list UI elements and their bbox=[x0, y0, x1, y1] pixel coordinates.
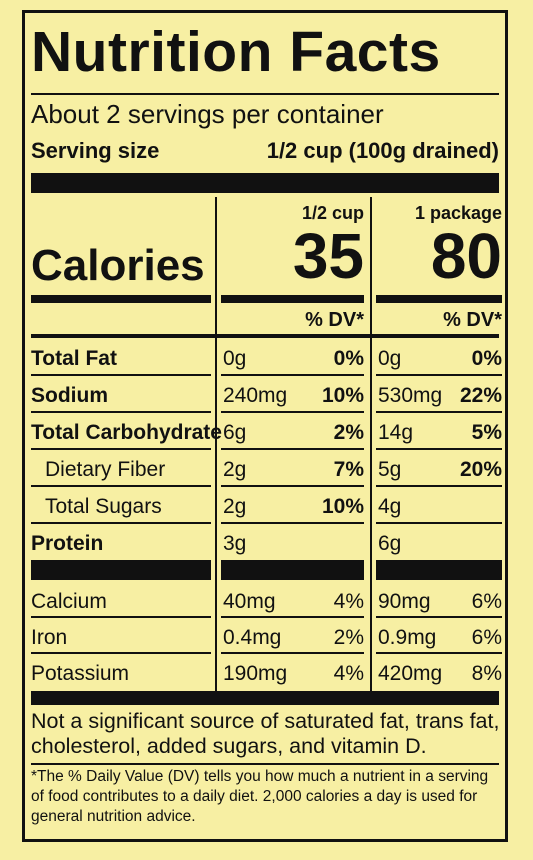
rule bbox=[31, 652, 211, 654]
amount: 0g bbox=[223, 347, 247, 370]
dv-header: % DV* bbox=[443, 309, 502, 331]
nutrient-name: Dietary Fiber bbox=[45, 458, 166, 481]
nutrient-name: Sodium bbox=[31, 384, 108, 407]
nutrient-name: Total Carbohydrate bbox=[31, 421, 222, 444]
serving-size-label: Serving size bbox=[31, 138, 160, 163]
servings: About 2 servings per container bbox=[31, 99, 384, 129]
nutrient-name: Iron bbox=[31, 626, 68, 649]
column-header: 1/2 cup bbox=[301, 203, 364, 223]
amount: 6g bbox=[223, 421, 247, 444]
daily-value: 2% bbox=[333, 421, 364, 444]
rule bbox=[31, 616, 211, 618]
daily-value: 6% bbox=[471, 626, 502, 649]
nutrient-name: Total Fat bbox=[31, 347, 117, 370]
amount: 420mg bbox=[378, 662, 443, 685]
amount: 0g bbox=[378, 347, 402, 370]
daily-value: 22% bbox=[459, 384, 502, 407]
rule bbox=[31, 374, 211, 376]
rule bbox=[221, 374, 364, 376]
rule bbox=[31, 485, 211, 487]
footnote: Not a significant source of saturated fa… bbox=[31, 709, 500, 758]
rule bbox=[221, 652, 364, 654]
amount: 4g bbox=[378, 495, 402, 518]
rule bbox=[376, 411, 502, 413]
rule bbox=[376, 652, 502, 654]
daily-value: 6% bbox=[471, 590, 502, 613]
nutrient-name: Calcium bbox=[31, 590, 107, 613]
rule bbox=[376, 374, 502, 376]
column-header: 1 package bbox=[414, 203, 502, 223]
rule bbox=[376, 448, 502, 450]
footnote-dv: *The % Daily Value (DV) tells you how mu… bbox=[31, 768, 489, 825]
daily-value: 7% bbox=[333, 458, 364, 481]
rule bbox=[221, 448, 364, 450]
daily-value: 4% bbox=[333, 662, 364, 685]
daily-value: 10% bbox=[321, 495, 364, 518]
dv-header: % DV* bbox=[305, 309, 364, 331]
daily-value: 20% bbox=[459, 458, 502, 481]
calories-value: 80 bbox=[430, 220, 502, 292]
rule bbox=[221, 485, 364, 487]
amount: 3g bbox=[223, 532, 247, 555]
calories-label: Calories bbox=[31, 241, 205, 290]
rule bbox=[221, 522, 364, 524]
daily-value: 8% bbox=[471, 662, 502, 685]
title: Nutrition Facts bbox=[31, 20, 441, 84]
nutrient-name: Protein bbox=[31, 532, 104, 555]
amount: 0.4mg bbox=[223, 626, 282, 649]
amount: 0.9mg bbox=[378, 626, 437, 649]
nutrient-name: Potassium bbox=[31, 662, 130, 685]
nutrient-name: Total Sugars bbox=[45, 495, 162, 518]
rule bbox=[31, 522, 211, 524]
rule bbox=[221, 411, 364, 413]
rule bbox=[31, 448, 211, 450]
amount: 5g bbox=[378, 458, 402, 481]
amount: 90mg bbox=[378, 590, 431, 613]
daily-value: 0% bbox=[471, 347, 502, 370]
serving-size-value: 1/2 cup (100g drained) bbox=[266, 138, 499, 163]
calories-value: 35 bbox=[292, 220, 364, 292]
daily-value: 5% bbox=[471, 421, 502, 444]
amount: 6g bbox=[378, 532, 402, 555]
amount: 40mg bbox=[223, 590, 276, 613]
daily-value: 10% bbox=[321, 384, 364, 407]
amount: 530mg bbox=[378, 384, 443, 407]
rule bbox=[376, 616, 502, 618]
rule bbox=[376, 522, 502, 524]
rule bbox=[31, 411, 211, 413]
rule bbox=[376, 485, 502, 487]
amount: 240mg bbox=[223, 384, 288, 407]
daily-value: 4% bbox=[333, 590, 364, 613]
amount: 2g bbox=[223, 458, 247, 481]
amount: 190mg bbox=[223, 662, 288, 685]
rule bbox=[221, 616, 364, 618]
amount: 2g bbox=[223, 495, 247, 518]
daily-value: 0% bbox=[333, 347, 364, 370]
daily-value: 2% bbox=[333, 626, 364, 649]
nutrition-label: Nutrition Facts About 2 servings per con… bbox=[22, 10, 508, 842]
amount: 14g bbox=[378, 421, 414, 444]
